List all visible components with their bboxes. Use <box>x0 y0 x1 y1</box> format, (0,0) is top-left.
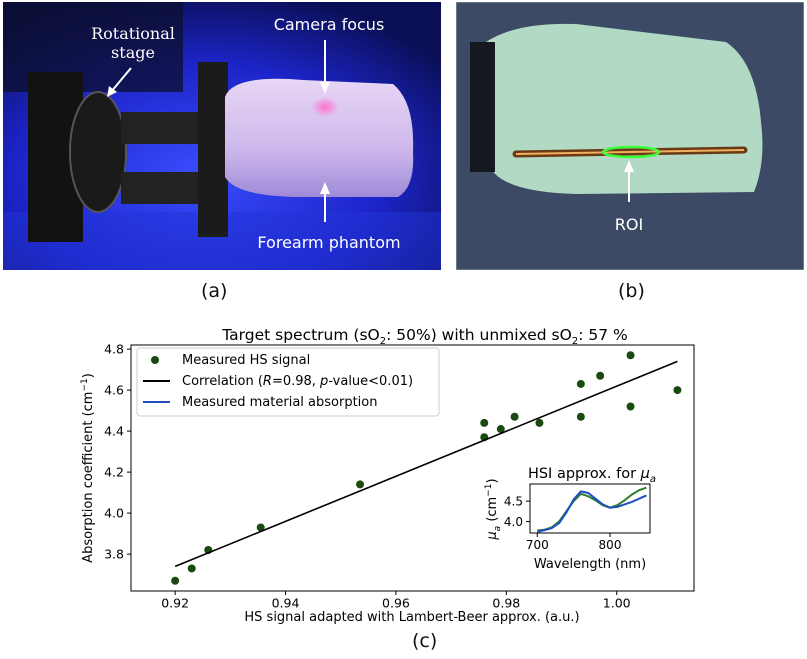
inset-y-axis-label: μa (cm−1) <box>484 478 503 540</box>
main-data-point <box>626 402 635 411</box>
legend-entry-correlation: Correlation (R=0.98, p-value<0.01) <box>182 374 413 389</box>
main-x-tick-label: 0.96 <box>382 596 410 611</box>
camera-focus-label: Camera focus <box>274 15 385 34</box>
setup-photo: Rotational stage Camera focus Forearm ph… <box>3 2 441 270</box>
main-y-tick-label: 4.4 <box>104 423 124 438</box>
main-x-tick-label: 0.98 <box>492 596 520 611</box>
phantom-hs-region <box>486 23 763 195</box>
inset-title: HSI approx. for μa <box>528 466 656 485</box>
main-y-tick-label: 4.8 <box>104 341 124 356</box>
main-data-point <box>576 379 585 388</box>
main-data-point <box>535 418 544 427</box>
main-y-tick-label: 3.8 <box>104 546 124 561</box>
inset-series-line <box>537 490 647 533</box>
main-y-tick-label: 4.2 <box>104 464 124 479</box>
main-axis-ticks: 0.92 0.94 0.96 0.98 1.00 3.8 4.0 4.2 4.4 4.6 4.8 <box>104 341 631 610</box>
main-data-point <box>626 351 635 360</box>
rotational-stage-label-line2: stage <box>111 43 155 62</box>
inset-x-axis-label: Wavelength (nm) <box>534 557 646 572</box>
roi-label: ROI <box>615 215 643 234</box>
legend: Measured HS signal Correlation (R=0.98, … <box>136 347 440 417</box>
forearm-phantom-label: Forearm phantom <box>257 233 400 252</box>
inset-x-tick-label: 700 <box>526 538 549 552</box>
main-data-point <box>480 418 489 427</box>
main-data-point <box>356 480 365 489</box>
main-data-point <box>673 386 682 395</box>
rotational-stage-arrow <box>110 67 132 93</box>
panel-c-label: (c) <box>412 630 438 652</box>
panel-a-label: (a) <box>201 280 228 302</box>
legend-box <box>136 347 440 417</box>
inset-axis-ticks: 700 800 4.0 4.5 <box>504 494 622 552</box>
y-axis-label: Absorption coefficient (cm−1) <box>80 373 96 563</box>
inset-y-tick-label: 4.0 <box>504 515 523 529</box>
main-series-line <box>174 360 678 568</box>
chart-title: Target spectrum (sO2: 50%) with unmixed … <box>221 326 627 347</box>
forearm-phantom-graphic <box>225 78 414 197</box>
main-x-tick-label: 1.00 <box>603 596 631 611</box>
inset-x-tick-label: 800 <box>599 538 622 552</box>
main-plot-marks <box>171 351 682 585</box>
hs-image: ROI <box>456 2 804 270</box>
main-x-tick-label: 0.92 <box>161 596 189 611</box>
inset-series-line <box>537 486 647 532</box>
correlation-chart: Target spectrum (sO2: 50%) with unmixed … <box>80 326 695 625</box>
rotational-stage-label-line1: Rotational <box>91 24 175 43</box>
inset-y-tick-label: 4.5 <box>504 494 523 508</box>
main-data-point <box>596 371 605 380</box>
main-data-point <box>187 564 196 573</box>
main-data-point <box>496 425 505 434</box>
legend-entry-material: Measured material absorption <box>182 395 377 410</box>
main-y-tick-label: 4.6 <box>104 382 124 397</box>
main-plot-area <box>130 344 695 592</box>
inset-plot-marks <box>537 486 647 533</box>
roi-outline <box>601 145 661 159</box>
panel-b-label: (b) <box>618 280 645 302</box>
main-data-point <box>171 576 180 585</box>
legend-swatch-scatter <box>151 356 159 364</box>
inset-chart: HSI approx. for μa 700 800 4.0 4.5 Waveleng… <box>455 455 685 585</box>
main-data-point <box>256 523 265 532</box>
main-x-tick-label: 0.94 <box>272 596 300 611</box>
x-axis-label: HS signal adapted with Lambert-Beer appr… <box>244 610 579 625</box>
legend-entry-measured-hs: Measured HS signal <box>182 353 310 368</box>
main-data-point <box>510 412 519 421</box>
rotational-stage-graphic <box>28 62 228 242</box>
main-data-point <box>576 412 585 421</box>
main-y-tick-label: 4.0 <box>104 505 124 520</box>
inset-plot-area <box>529 483 651 534</box>
inset-background <box>455 455 685 585</box>
